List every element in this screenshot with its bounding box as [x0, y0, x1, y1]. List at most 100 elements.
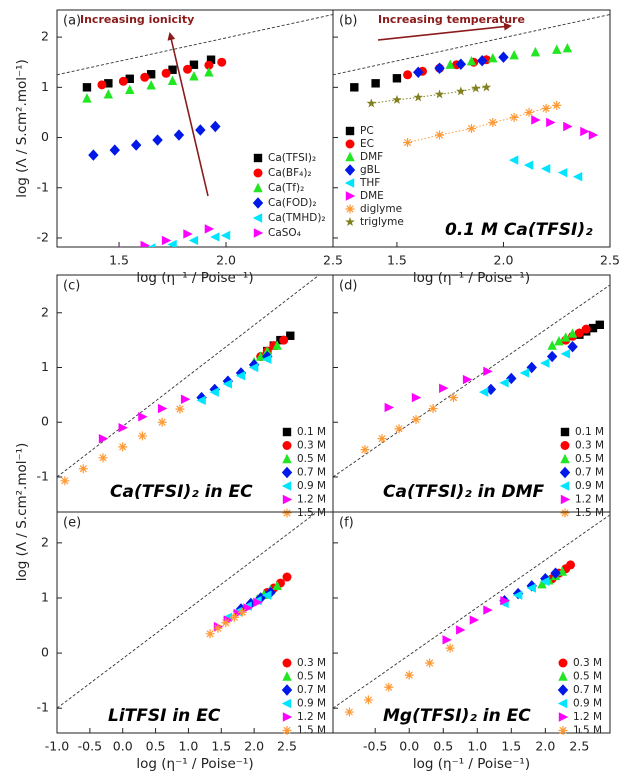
annotation: LiTFSI in EC	[108, 706, 221, 726]
marker	[175, 404, 185, 414]
marker	[435, 130, 445, 140]
legend-marker	[557, 698, 568, 709]
marker	[411, 392, 422, 403]
legend-label: 1.5 M	[297, 725, 326, 737]
marker	[220, 230, 231, 241]
legend-marker	[557, 684, 569, 696]
annotation: Ca(TFSI)₂ in EC	[110, 482, 253, 502]
marker	[439, 383, 449, 394]
x-tick-label: 1.5	[501, 739, 521, 754]
marker	[403, 138, 413, 148]
marker	[256, 351, 266, 361]
legend-label: Ca(TMHD)₂	[268, 212, 326, 224]
marker	[471, 83, 481, 93]
marker	[104, 79, 113, 88]
panel-frame	[56, 511, 334, 734]
marker	[499, 378, 509, 388]
marker	[152, 134, 163, 146]
marker	[526, 361, 537, 374]
marker	[196, 395, 206, 406]
marker	[248, 362, 259, 373]
legend-marker	[560, 453, 570, 464]
legend-label: diglyme	[360, 203, 402, 215]
legend-label: Ca(FOD)₂	[268, 197, 317, 209]
y-tick-label: 2	[41, 534, 49, 549]
marker	[217, 57, 227, 67]
legend-label: 0.9 M	[297, 480, 326, 492]
marker	[552, 100, 562, 110]
marker	[371, 79, 380, 88]
y-tick-label: -1	[37, 179, 49, 194]
legend-label: 1.2 M	[297, 711, 326, 723]
marker	[552, 44, 562, 54]
legend-marker	[560, 427, 570, 437]
marker	[562, 42, 573, 53]
marker	[574, 328, 584, 338]
legend-label: 1.5 M	[575, 507, 604, 519]
legend-marker	[345, 126, 355, 136]
legend-marker	[253, 228, 264, 238]
legend-label: EC	[360, 138, 374, 150]
legend-marker	[559, 466, 571, 479]
legend-marker	[253, 153, 263, 163]
marker	[428, 404, 438, 414]
panel-frame	[332, 511, 611, 734]
x-axis-title: log (η⁻¹ / Poise⁻¹)	[413, 756, 530, 772]
marker	[183, 64, 193, 74]
marker	[413, 92, 423, 102]
marker	[167, 239, 177, 247]
marker	[282, 572, 292, 582]
x-tick-label: 2.5	[600, 253, 620, 268]
marker	[146, 80, 156, 90]
marker	[237, 607, 247, 617]
marker	[183, 229, 193, 239]
legend-marker	[252, 213, 263, 223]
marker	[109, 144, 120, 156]
x-tick-label: 1.5	[387, 253, 407, 268]
y-tick-label: 1	[41, 589, 49, 604]
legend-marker	[253, 182, 263, 193]
marker	[377, 434, 387, 444]
marker	[173, 129, 185, 141]
marker	[531, 115, 541, 125]
legend-label: 0.5 M	[297, 671, 326, 683]
x-tick-label: 2.5	[277, 739, 297, 754]
marker	[350, 83, 359, 92]
legend-marker	[253, 168, 263, 178]
x-tick-label: 1.5	[109, 253, 129, 268]
marker	[279, 335, 289, 345]
marker	[204, 224, 215, 234]
marker	[467, 124, 476, 133]
marker	[286, 331, 295, 340]
marker	[125, 74, 134, 83]
marker	[235, 371, 246, 381]
marker	[530, 46, 541, 57]
legend-marker	[282, 658, 292, 668]
legend-marker	[558, 726, 568, 735]
legend-label: 0.3 M	[573, 657, 602, 669]
marker	[78, 464, 88, 474]
marker	[195, 124, 206, 136]
legend-label: 0.3 M	[575, 440, 604, 452]
marker	[572, 172, 583, 182]
x-tick-label: 2.0	[494, 253, 514, 268]
marker	[588, 323, 598, 333]
legend-label: 0.5 M	[575, 453, 604, 465]
marker	[588, 130, 599, 140]
marker	[262, 590, 272, 600]
marker	[546, 117, 556, 128]
annotation: Mg(TFSI)₂ in EC	[383, 706, 531, 726]
x-tick-label: 2.5	[323, 253, 343, 268]
x-tick-label: 0.0	[399, 739, 419, 754]
marker	[189, 60, 199, 69]
marker	[540, 576, 550, 587]
ionicity-arrow	[167, 32, 209, 197]
legend-label: CaSO₄	[268, 227, 301, 239]
legend-marker	[281, 481, 292, 491]
legend-marker	[345, 204, 355, 214]
marker	[82, 83, 92, 92]
y-tick-label: 2	[41, 29, 49, 44]
marker	[384, 682, 394, 692]
legend-label: 0.5 M	[297, 453, 326, 465]
marker	[146, 70, 156, 79]
